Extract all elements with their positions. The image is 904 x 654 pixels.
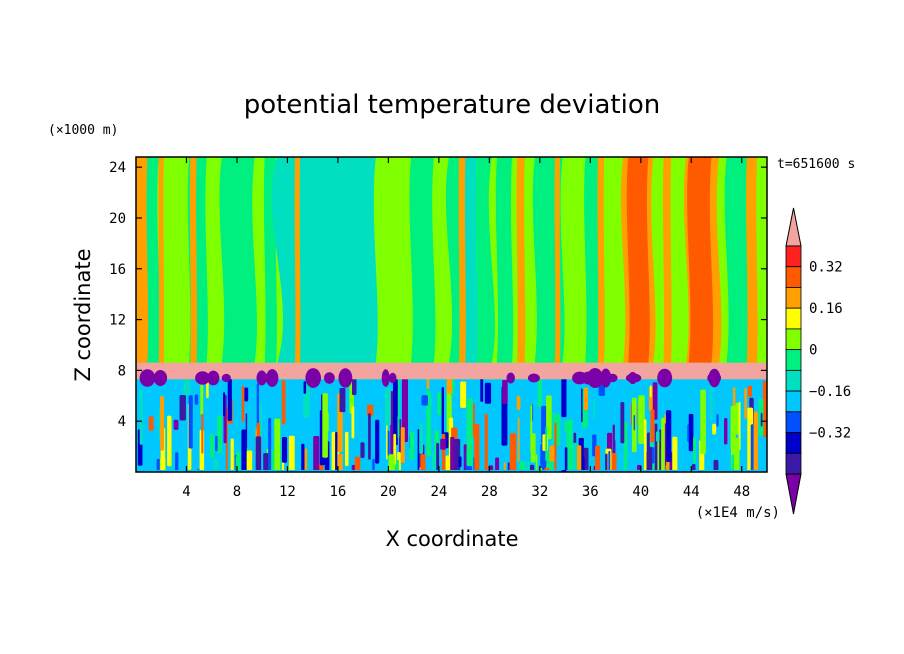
plot-frame (135, 156, 768, 473)
colorbar-label-1: 0.16 (809, 301, 843, 317)
colorbar-box-9 (785, 432, 802, 454)
x-unit-label: (×1E4 m/s) (696, 505, 780, 521)
contour-region-1-2 (463, 157, 478, 363)
contour-region-2-0 (136, 157, 149, 363)
contour-region-1-1 (346, 157, 378, 363)
contour-region-2-4 (458, 157, 466, 363)
overshoot-23 (581, 371, 596, 385)
colorbar-box-1 (785, 266, 802, 288)
contour-region-3-1 (687, 157, 714, 363)
colorbar-top-arrow (785, 207, 802, 247)
x-tick-label-1: 8 (233, 484, 241, 500)
overshoot-15 (324, 372, 335, 384)
colorbar-box-6 (785, 369, 802, 392)
y-tick-label-2: 12 (109, 313, 126, 329)
colorbar-box-3 (785, 307, 802, 330)
x-tick-label-2: 12 (279, 484, 296, 500)
colorbar-bottom-arrow (785, 473, 802, 515)
x-tick-label-7: 32 (531, 484, 548, 500)
contour-region-2-6 (554, 157, 561, 363)
colorbar-box-4 (785, 328, 802, 351)
plot-area (136, 157, 767, 472)
contour-region-2-5 (516, 157, 526, 363)
overshoot-4 (256, 370, 267, 386)
overshoot-22 (625, 373, 642, 383)
contour-region-2-9 (662, 157, 672, 363)
y-tick-label-4: 20 (109, 211, 126, 227)
overshoot-9 (153, 370, 168, 386)
contour-region-0-5 (409, 157, 436, 363)
colorbar-box-0 (785, 245, 802, 268)
y-unit-label: (×1000 m) (48, 123, 118, 138)
overshoot-18 (305, 368, 322, 388)
colorbar-box-8 (785, 411, 802, 433)
y-axis-title: Z coordinate (71, 248, 95, 381)
x-tick-label-11: 48 (733, 484, 750, 500)
colorbar-label-0: 0.32 (809, 260, 843, 276)
overshoot-11 (600, 368, 612, 388)
y-tick-label-1: 8 (118, 363, 126, 379)
overshoot-20 (527, 373, 540, 383)
chart-title: potential temperature deviation (244, 90, 660, 120)
contour-region-3-0 (626, 157, 650, 363)
overshoot-24 (338, 368, 353, 388)
overshoot-14 (195, 371, 210, 385)
overshoot-13 (266, 369, 279, 387)
colorbar-box-7 (785, 390, 802, 413)
contour-region-1-0 (271, 157, 362, 363)
y-tick-label-5: 24 (109, 160, 126, 176)
y-axis: 4 8 12 16 20 24 (109, 160, 767, 430)
contour-region-2-1 (158, 157, 165, 363)
overshoot-17 (388, 372, 397, 384)
overshoot-19 (207, 370, 220, 386)
y-tick-label-3: 16 (109, 262, 126, 278)
contour-region-0-7 (495, 157, 514, 363)
colorbar-label-3: −0.16 (809, 384, 851, 400)
x-tick-label-0: 4 (182, 484, 190, 500)
x-tick-label-9: 40 (632, 484, 649, 500)
colorbar-box-2 (785, 287, 802, 309)
overshoot-0 (139, 369, 156, 387)
x-axis: 4 8 12 16 20 24 28 32 36 40 44 48 (182, 157, 750, 500)
turbulent-layer (136, 379, 767, 472)
colorbar-box-10 (785, 452, 802, 475)
contour-region-2-3 (294, 157, 301, 363)
x-tick-label-3: 16 (329, 484, 346, 500)
overshoot-7 (506, 372, 515, 384)
contour-region-2-7 (597, 157, 605, 363)
y-tick-label-0: 4 (118, 414, 126, 430)
colorbar-label-2: 0 (809, 343, 817, 359)
overshoot-5 (381, 369, 390, 387)
x-tick-label-4: 20 (380, 484, 397, 500)
x-axis-title: X coordinate (385, 527, 518, 551)
overshoot-21 (707, 372, 722, 384)
x-tick-label-5: 24 (430, 484, 447, 500)
x-tick-label-10: 44 (683, 484, 700, 500)
contour-region-0-2 (219, 157, 257, 363)
overshoot-25 (657, 368, 673, 388)
contour-region-2-11 (746, 157, 758, 363)
colorbar: 0.32 0.16 0 −0.16 −0.32 (785, 207, 851, 515)
colorbar-box-5 (785, 349, 802, 371)
x-tick-label-6: 28 (481, 484, 498, 500)
time-label: t=651600 s (777, 157, 855, 172)
x-tick-label-8: 36 (582, 484, 599, 500)
overshoot-12 (221, 373, 231, 383)
contour-region-2-2 (189, 157, 198, 363)
colorbar-label-4: −0.32 (809, 426, 851, 442)
